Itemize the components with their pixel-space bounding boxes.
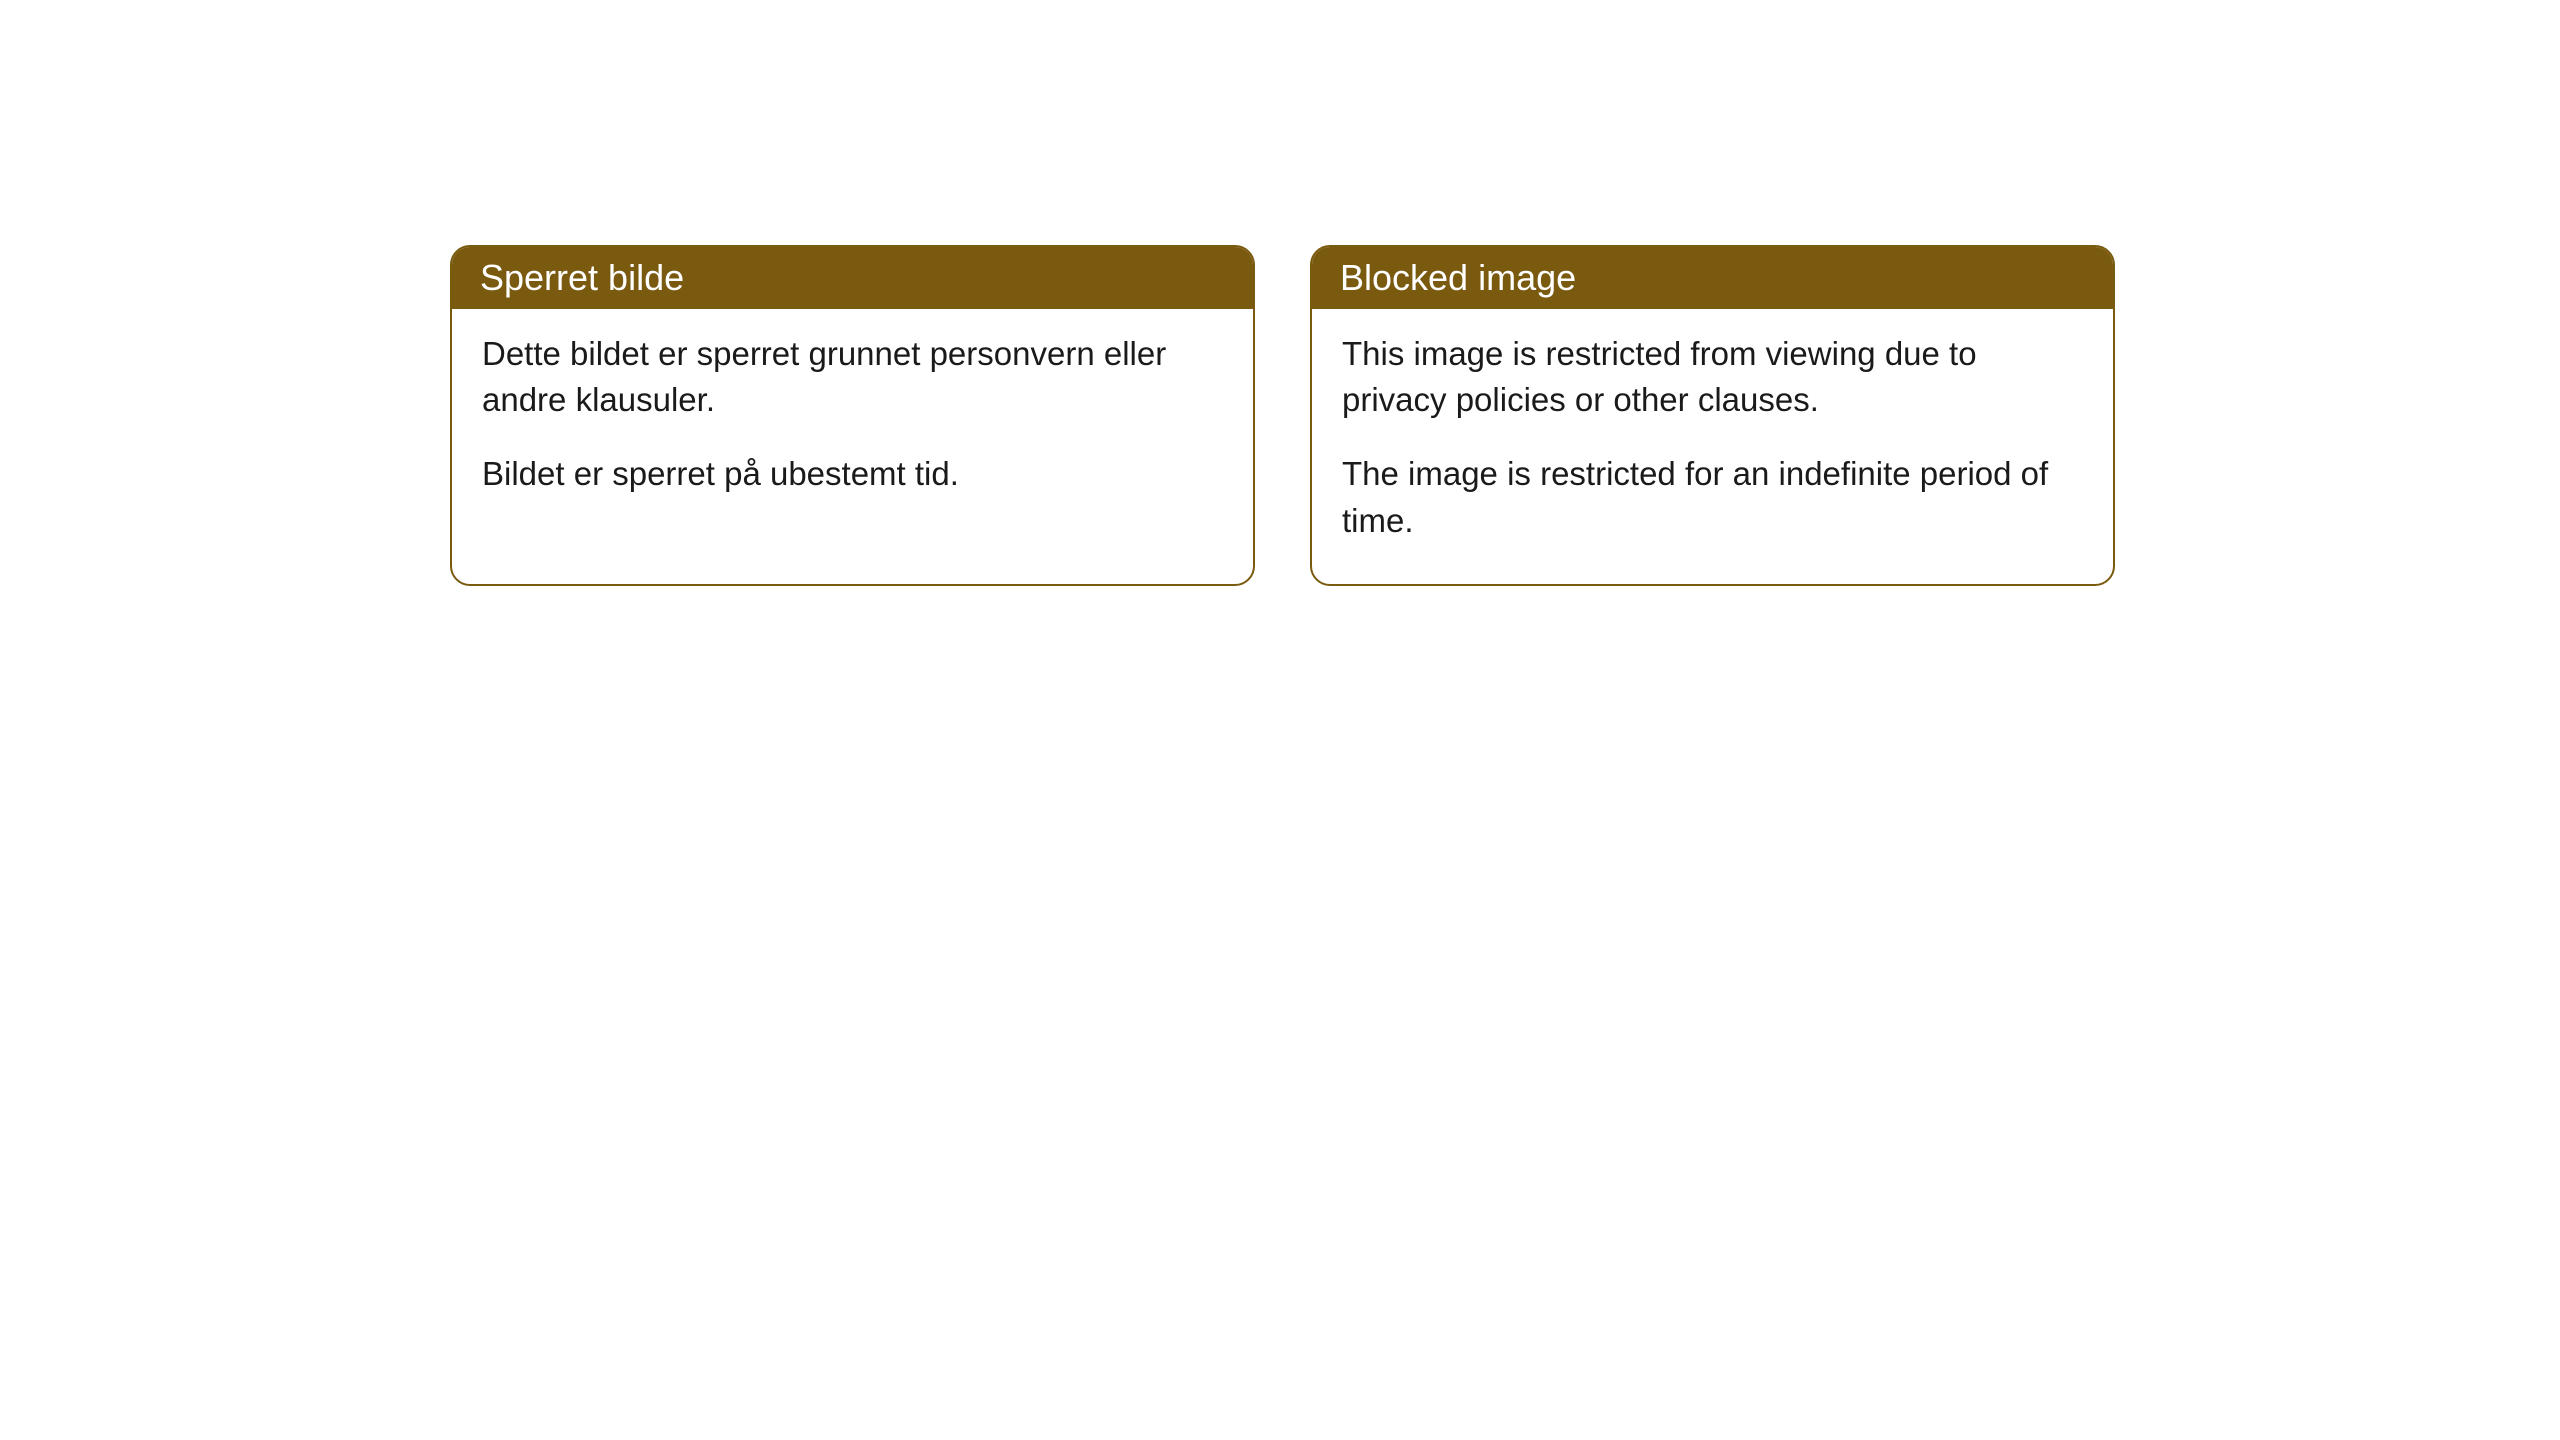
card-body: This image is restricted from viewing du… bbox=[1312, 309, 2113, 584]
notice-card-norwegian: Sperret bilde Dette bildet er sperret gr… bbox=[450, 245, 1255, 586]
card-title: Blocked image bbox=[1340, 257, 1576, 298]
card-title: Sperret bilde bbox=[480, 257, 684, 298]
notice-card-english: Blocked image This image is restricted f… bbox=[1310, 245, 2115, 586]
card-paragraph: Dette bildet er sperret grunnet personve… bbox=[482, 331, 1223, 423]
card-body: Dette bildet er sperret grunnet personve… bbox=[452, 309, 1253, 538]
card-paragraph: This image is restricted from viewing du… bbox=[1342, 331, 2083, 423]
notice-cards-container: Sperret bilde Dette bildet er sperret gr… bbox=[450, 245, 2560, 586]
card-paragraph: The image is restricted for an indefinit… bbox=[1342, 451, 2083, 543]
card-header: Blocked image bbox=[1312, 247, 2113, 309]
card-paragraph: Bildet er sperret på ubestemt tid. bbox=[482, 451, 1223, 497]
card-header: Sperret bilde bbox=[452, 247, 1253, 309]
